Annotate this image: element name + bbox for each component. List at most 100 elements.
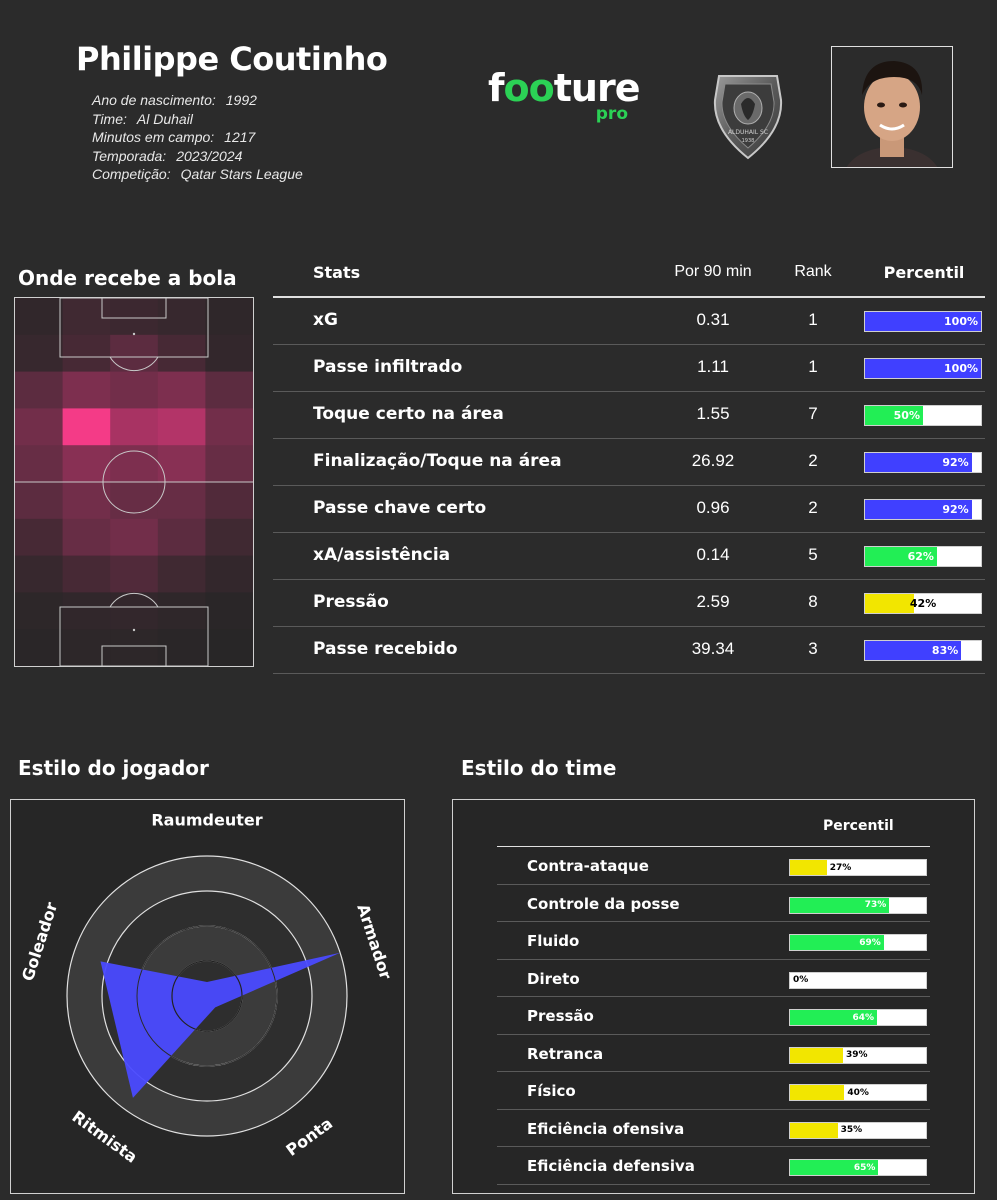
player-info: Ano de nascimento: 1992 Time: Al Duhail Minu… [92,91,303,184]
heatmap-cell [110,371,159,409]
team-style-row: Contra-ataque 27% [497,847,930,885]
heatmap-cell [157,445,206,483]
team-style-label: Pressão [527,1007,594,1025]
team-percentile-bar: 64% [789,1009,927,1026]
footure-pro-logo: footure pro [488,66,641,124]
stats-row: Passe recebido 39.34 3 83% [273,627,985,674]
pitch-box [101,645,167,666]
stat-percentile-text: 62% [907,550,934,563]
team-style-divider [497,846,930,847]
heatmap-cell [62,518,111,557]
player-portrait-icon [832,47,952,207]
team-style-label: Fluido [527,932,580,950]
heatmap-cell [15,555,64,593]
heatmap-cell [110,555,159,593]
player-info-label: Time: [92,110,127,127]
team-style-label: Controle da posse [527,894,680,913]
stat-label: Passe chave certo [313,498,487,518]
radar-inner-ring [171,960,243,1032]
stat-percentile-bar: 100% [864,311,982,332]
stats-row: Finalização/Toque na área 26.92 2 92% [273,439,985,486]
team-style-label: Eficiência defensiva [527,1157,695,1175]
team-percentile-fill [790,935,884,950]
team-style-label: Eficiência ofensiva [527,1119,685,1138]
heatmap-cell [205,482,253,520]
heatmap-cell [157,482,206,520]
player-style-title: Estilo do jogador [18,756,209,780]
heatmap-cell [110,298,159,336]
club-crest-icon: ALDUHAIL SC 1938 [713,75,783,160]
stat-label: Passe infiltrado [313,357,463,377]
player-info-label: Temporada: [92,147,167,164]
brand-ture: ture [553,66,641,110]
player-info-value: 1992 [225,92,257,108]
stats-header-stat: Stats [313,263,361,282]
heatmap-cell [62,482,111,520]
stat-label: Pressão [313,592,389,612]
team-percentile-text: 65% [853,1162,876,1173]
stat-rank: 1 [808,310,818,329]
heatmap-cell [15,371,64,409]
stat-rank: 2 [808,498,818,517]
heatmap-cell [15,298,64,336]
player-style-box: Raumdeuter Armador Ponta Ritmista Goleador [10,799,405,1194]
team-percentile-bar: 73% [789,896,927,914]
stat-per90: 2.59 [696,592,730,611]
heatmap-cell [62,592,111,630]
heatmap-cell [157,371,206,409]
team-percentile-bar: 39% [789,1046,927,1064]
heatmap-pitch [14,297,254,667]
team-percentile-text: 35% [840,1125,863,1135]
team-style-label: Contra-ataque [527,857,649,875]
stat-per90: 0.96 [696,498,730,517]
heatmap-cell [205,334,253,373]
heatmap-cell [15,629,64,666]
brand-oo: oo [503,66,555,110]
stat-percentile-text: 100% [944,315,978,328]
heatmap-cell [110,334,159,373]
team-style-row: Eficiência ofensiva 35% [497,1110,930,1147]
stat-percentile-fill [865,594,914,613]
team-percentile-fill [790,1047,844,1063]
stat-label: xA/assistência [313,545,451,565]
heatmap-cell [15,518,64,557]
stat-percentile-fill [865,359,981,378]
pitch-circle [132,332,136,336]
team-percentile-bar: 65% [789,1159,927,1176]
radar-ring-outline [136,925,278,1067]
stat-percentile-text: 100% [944,362,978,375]
pitch-box [101,298,167,319]
heatmap-cell [157,518,206,557]
stat-rank: 3 [808,639,818,658]
team-style-label: Direto [527,969,580,988]
stat-per90: 39.34 [691,639,735,658]
stat-percentile-bar: 92% [864,499,982,520]
team-percentile-text: 69% [859,937,881,948]
radar-axis-label: Ponta [282,1114,336,1160]
stat-percentile-fill [865,406,923,425]
stats-header-percentile: Percentil [883,263,965,282]
radar-axis-label: Raumdeuter [151,811,262,830]
heatmap-cell [157,629,206,666]
player-info-line: Minutos em campo: 1217 [92,128,303,147]
team-style-row: Retranca 39% [497,1035,930,1072]
player-info-value: 2023/2024 [176,147,243,164]
heatmap-cell [157,555,206,593]
crest-year: 1938 [742,138,755,144]
stats-row: Toque certo na área 1.55 7 50% [273,392,985,439]
team-style-label: Físico [527,1082,576,1100]
player-info-label: Minutos em campo: [92,129,215,145]
pitch-arc [109,356,159,372]
player-info-label: Ano de nascimento: [92,92,216,108]
stats-divider [273,296,985,298]
team-percentile-fill [790,1160,879,1175]
heatmap-cell [15,592,64,630]
team-percentile-text: 39% [846,1050,868,1060]
heatmap-cell [110,592,159,630]
heatmap-cell [205,592,253,630]
stat-label: Finalização/Toque na área [313,451,562,471]
team-percentile-bar: 69% [789,934,927,951]
heatmap-cell [205,445,253,483]
stat-percentile-fill [865,453,972,472]
stat-percentile-text: 92% [942,503,969,516]
